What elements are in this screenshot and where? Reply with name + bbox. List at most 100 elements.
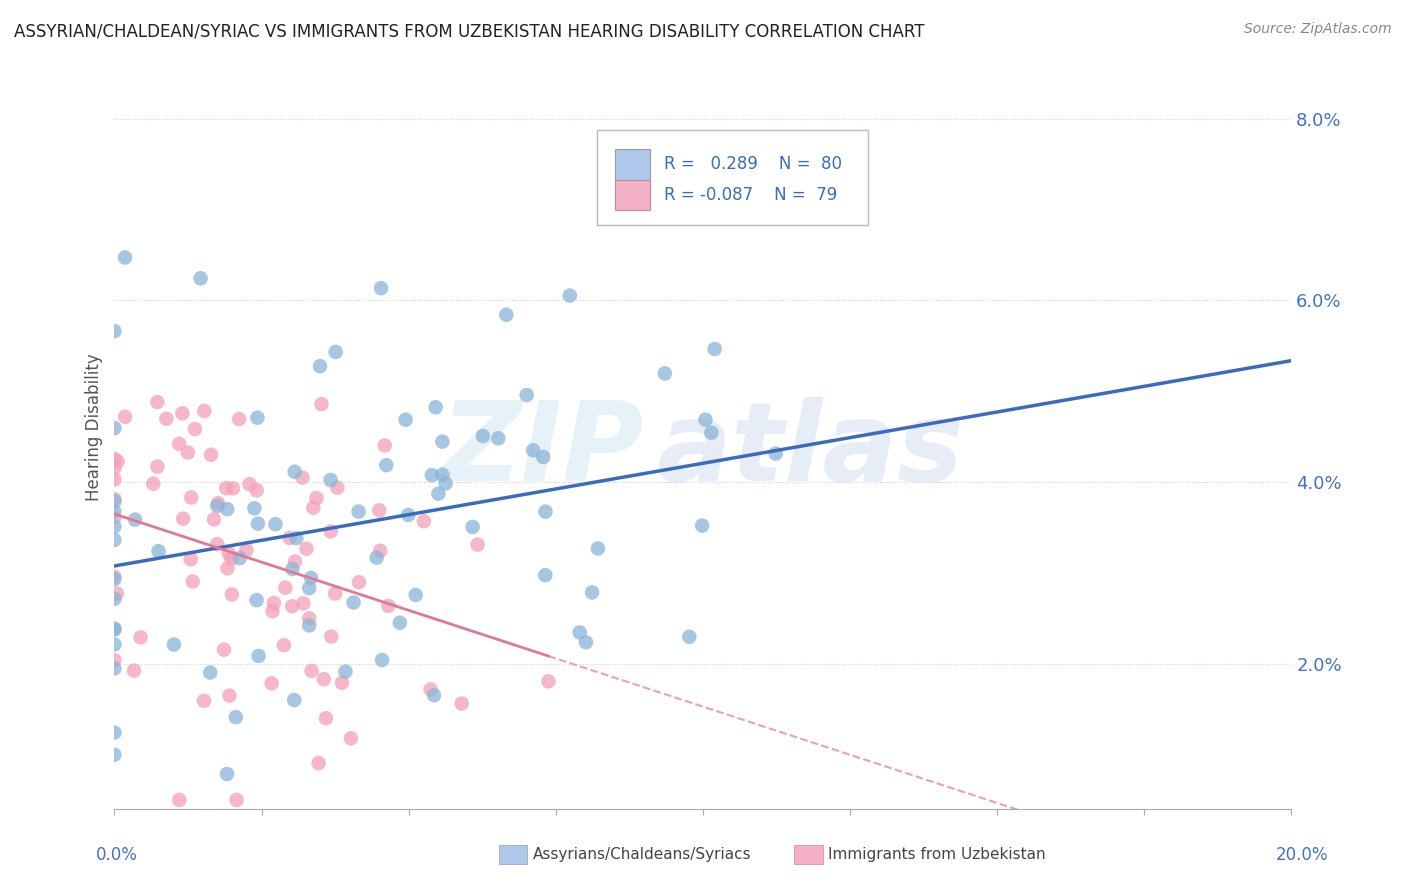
Point [103, 452, 125, 467]
Point [114, 251, 136, 265]
Text: Assyrians/Chaldeans/Syriacs: Assyrians/Chaldeans/Syriacs [533, 847, 751, 862]
Point [198, 665, 221, 680]
Point [103, 421, 125, 435]
Point [700, 425, 723, 440]
Point [678, 630, 700, 644]
Point [581, 585, 603, 599]
Point [394, 412, 416, 426]
Point [103, 492, 125, 507]
Point [246, 516, 269, 531]
Point [305, 491, 328, 505]
Point [298, 618, 321, 632]
Point [298, 581, 321, 595]
Point [225, 710, 247, 724]
Point [148, 544, 170, 558]
Point [228, 412, 250, 426]
Point [218, 689, 240, 703]
Point [450, 697, 472, 711]
Point [103, 747, 125, 762]
Point [146, 459, 169, 474]
Point [575, 635, 598, 649]
Point [107, 454, 129, 468]
Point [212, 642, 235, 657]
Point [423, 688, 446, 702]
Point [205, 537, 228, 551]
Point [207, 496, 229, 510]
Point [202, 512, 225, 526]
Point [193, 404, 215, 418]
Point [522, 443, 544, 458]
Point [302, 500, 325, 515]
Point [374, 438, 396, 452]
FancyBboxPatch shape [614, 179, 650, 211]
Point [103, 591, 125, 606]
Point [190, 271, 212, 285]
Point [371, 653, 394, 667]
Point [291, 470, 314, 484]
FancyBboxPatch shape [598, 130, 868, 226]
Point [298, 611, 321, 625]
Point [105, 586, 128, 600]
Point [413, 514, 436, 528]
Point [124, 513, 146, 527]
Point [207, 499, 229, 513]
Point [103, 572, 125, 586]
Point [419, 682, 441, 697]
Point [264, 517, 287, 532]
Point [103, 473, 125, 487]
Point [225, 793, 247, 807]
Text: R = -0.087    N =  79: R = -0.087 N = 79 [664, 186, 837, 204]
Point [215, 481, 238, 495]
Point [425, 401, 447, 415]
Point [262, 604, 284, 618]
Point [217, 561, 239, 575]
Point [172, 406, 194, 420]
Point [461, 520, 484, 534]
Point [172, 511, 194, 525]
Point [263, 596, 285, 610]
Point [193, 694, 215, 708]
Point [377, 599, 399, 613]
Point [221, 551, 243, 566]
Point [340, 731, 363, 746]
Point [420, 468, 443, 483]
Point [323, 586, 346, 600]
Point [260, 676, 283, 690]
Point [534, 568, 557, 582]
Point [180, 491, 202, 505]
Point [432, 434, 454, 449]
Point [273, 638, 295, 652]
Point [335, 665, 357, 679]
Point [180, 552, 202, 566]
Point [103, 653, 125, 667]
Point [342, 595, 364, 609]
Point [315, 711, 337, 725]
Text: 20.0%: 20.0% [1277, 846, 1329, 863]
Point [142, 476, 165, 491]
Point [284, 465, 307, 479]
Point [103, 638, 125, 652]
Point [217, 502, 239, 516]
Point [471, 429, 494, 443]
Y-axis label: Hearing Disability: Hearing Disability [86, 354, 103, 501]
Point [278, 531, 301, 545]
Point [347, 575, 370, 590]
Point [427, 486, 450, 500]
Point [103, 519, 125, 533]
Point [129, 631, 152, 645]
Point [122, 664, 145, 678]
Point [432, 467, 454, 482]
Point [103, 623, 125, 637]
Point [163, 638, 186, 652]
Point [274, 581, 297, 595]
Text: Immigrants from Uzbekistan: Immigrants from Uzbekistan [828, 847, 1046, 862]
Point [370, 281, 392, 295]
Point [568, 625, 591, 640]
Point [103, 324, 125, 338]
Point [103, 622, 125, 636]
Point [396, 508, 419, 522]
Point [247, 648, 270, 663]
Point [319, 524, 342, 539]
Point [246, 410, 269, 425]
Point [243, 501, 266, 516]
